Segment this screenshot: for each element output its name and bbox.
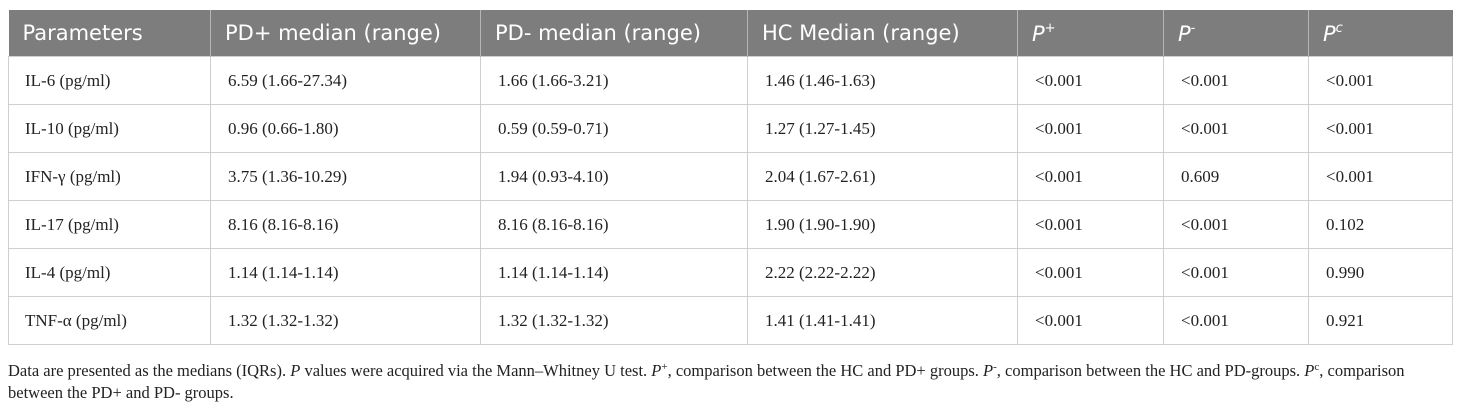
cell-hc: 1.41 (1.41-1.41) xyxy=(747,296,1018,345)
header-p-c: Pc xyxy=(1308,10,1453,57)
cell-p-minus: <0.001 xyxy=(1163,104,1309,153)
table-row: IFN-γ (pg/ml) 3.75 (1.36-10.29) 1.94 (0.93… xyxy=(8,152,1453,201)
cell-p-minus: <0.001 xyxy=(1163,56,1309,105)
cell-hc: 2.22 (2.22-2.22) xyxy=(747,248,1018,297)
cell-p-c: 0.990 xyxy=(1308,248,1453,297)
table-row: IL-17 (pg/ml) 8.16 (8.16-8.16) 8.16 (8.16-… xyxy=(8,200,1453,249)
table-row: IL-4 (pg/ml) 1.14 (1.14-1.14) 1.14 (1.14-1… xyxy=(8,248,1453,297)
cell-hc: 1.27 (1.27-1.45) xyxy=(747,104,1018,153)
cell-p-plus: <0.001 xyxy=(1017,296,1164,345)
table-body: IL-6 (pg/ml) 6.59 (1.66-27.34) 1.66 (1.66-… xyxy=(8,56,1453,345)
cell-parameter: IL-17 (pg/ml) xyxy=(8,200,211,249)
cell-p-plus: <0.001 xyxy=(1017,248,1164,297)
cell-parameter: IL-10 (pg/ml) xyxy=(8,104,211,153)
header-p-minus: P- xyxy=(1163,10,1309,57)
cell-pd-minus: 1.14 (1.14-1.14) xyxy=(480,248,748,297)
cell-pd-plus: 1.32 (1.32-1.32) xyxy=(210,296,481,345)
header-row: Parameters PD+ median (range) PD- median… xyxy=(8,10,1453,57)
cell-p-plus: <0.001 xyxy=(1017,104,1164,153)
header-pd-plus: PD+ median (range) xyxy=(210,10,481,57)
cell-pd-plus: 6.59 (1.66-27.34) xyxy=(210,56,481,105)
cell-hc: 1.90 (1.90-1.90) xyxy=(747,200,1018,249)
cell-pd-minus: 0.59 (0.59-0.71) xyxy=(480,104,748,153)
header-hc: HC Median (range) xyxy=(747,10,1018,57)
table-row: IL-10 (pg/ml) 0.96 (0.66-1.80) 0.59 (0.59-… xyxy=(8,104,1453,153)
cell-hc: 2.04 (1.67-2.61) xyxy=(747,152,1018,201)
cell-p-plus: <0.001 xyxy=(1017,152,1164,201)
results-table-container: Parameters PD+ median (range) PD- median… xyxy=(8,10,1453,345)
cell-parameter: IFN-γ (pg/ml) xyxy=(8,152,211,201)
cell-pd-minus: 1.94 (0.93-4.10) xyxy=(480,152,748,201)
cell-p-minus: <0.001 xyxy=(1163,200,1309,249)
cytokine-table: Parameters PD+ median (range) PD- median… xyxy=(8,10,1453,345)
cell-p-c: <0.001 xyxy=(1308,56,1453,105)
table-row: IL-6 (pg/ml) 6.59 (1.66-27.34) 1.66 (1.66-… xyxy=(8,56,1453,105)
cell-parameter: IL-4 (pg/ml) xyxy=(8,248,211,297)
cell-p-plus: <0.001 xyxy=(1017,200,1164,249)
cell-hc: 1.46 (1.46-1.63) xyxy=(747,56,1018,105)
cell-pd-plus: 1.14 (1.14-1.14) xyxy=(210,248,481,297)
table-row: TNF-α (pg/ml) 1.32 (1.32-1.32) 1.32 (1.32-… xyxy=(8,296,1453,345)
cell-p-c: <0.001 xyxy=(1308,152,1453,201)
cell-pd-minus: 1.66 (1.66-3.21) xyxy=(480,56,748,105)
cell-p-plus: <0.001 xyxy=(1017,56,1164,105)
cell-pd-plus: 8.16 (8.16-8.16) xyxy=(210,200,481,249)
header-pd-minus: PD- median (range) xyxy=(480,10,748,57)
cell-p-minus: <0.001 xyxy=(1163,296,1309,345)
cell-parameter: TNF-α (pg/ml) xyxy=(8,296,211,345)
table-footnote: Data are presented as the medians (IQRs)… xyxy=(8,361,1405,402)
cell-p-c: <0.001 xyxy=(1308,104,1453,153)
cell-p-c: 0.102 xyxy=(1308,200,1453,249)
cell-p-c: 0.921 xyxy=(1308,296,1453,345)
header-p-plus: P+ xyxy=(1017,10,1164,57)
cell-pd-minus: 1.32 (1.32-1.32) xyxy=(480,296,748,345)
cell-p-minus: 0.609 xyxy=(1163,152,1309,201)
cell-parameter: IL-6 (pg/ml) xyxy=(8,56,211,105)
cell-pd-plus: 0.96 (0.66-1.80) xyxy=(210,104,481,153)
cell-pd-plus: 3.75 (1.36-10.29) xyxy=(210,152,481,201)
cell-p-minus: <0.001 xyxy=(1163,248,1309,297)
cell-pd-minus: 8.16 (8.16-8.16) xyxy=(480,200,748,249)
header-parameters: Parameters xyxy=(8,10,211,57)
